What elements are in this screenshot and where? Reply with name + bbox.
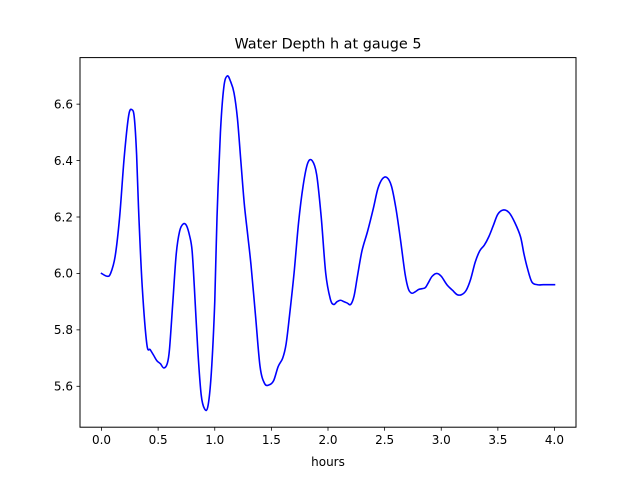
y-axis: 5.6 5.8 6.0 6.2 6.4 6.6 [54, 97, 80, 394]
x-tick-label: 2.5 [375, 433, 394, 447]
x-tick-label: 4.0 [545, 433, 564, 447]
x-tick-label: 2.0 [318, 433, 337, 447]
y-tick-label: 6.0 [54, 267, 73, 281]
x-axis: 0.0 0.5 1.0 1.5 2.0 2.5 3.0 3.5 4.0 [92, 427, 564, 447]
x-tick-label: 0.0 [92, 433, 111, 447]
series-line-0 [100, 74, 556, 412]
chart-title: Water Depth h at gauge 5 [234, 37, 421, 53]
y-tick-label: 6.4 [54, 154, 73, 168]
y-tick-label: 5.8 [54, 323, 73, 337]
y-tick-label: 5.6 [54, 380, 73, 394]
x-tick-label: 3.0 [432, 433, 451, 447]
plot-area [100, 74, 556, 412]
y-tick-label: 6.2 [54, 210, 73, 224]
x-tick-label: 3.5 [488, 433, 507, 447]
x-tick-label: 1.0 [205, 433, 224, 447]
x-tick-label: 0.5 [149, 433, 168, 447]
y-tick-label: 6.6 [54, 97, 73, 111]
x-tick-label: 1.5 [262, 433, 281, 447]
x-axis-label: hours [311, 455, 345, 469]
